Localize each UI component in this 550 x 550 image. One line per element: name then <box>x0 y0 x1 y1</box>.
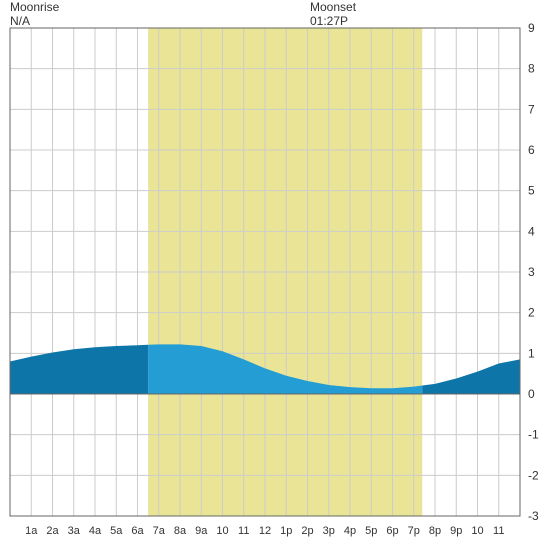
x-tick-label: 9p <box>450 525 462 537</box>
x-tick-label: 7p <box>408 525 420 537</box>
x-tick-label: 6a <box>131 525 144 537</box>
x-tick-label: 11 <box>493 525 504 537</box>
x-tick-label: 9a <box>195 525 208 537</box>
tide-chart: -3-2-101234567891a2a3a4a5a6a7a8a9a101112… <box>0 0 550 550</box>
moonset-header: Moonset 01:27P <box>310 0 356 29</box>
y-tick-label: 3 <box>528 265 535 279</box>
x-tick-label: 10 <box>216 525 228 537</box>
moonset-value: 01:27P <box>310 14 356 28</box>
y-tick-label: 7 <box>528 102 535 116</box>
moonrise-label: Moonrise <box>10 0 59 14</box>
y-tick-label: -2 <box>528 468 539 482</box>
x-tick-label: 8p <box>429 525 441 537</box>
moonset-label: Moonset <box>310 0 356 14</box>
x-tick-label: 7a <box>153 525 166 537</box>
x-tick-label: 12 <box>259 525 271 537</box>
x-tick-label: 5a <box>110 525 123 537</box>
x-tick-label: 6p <box>386 525 398 537</box>
x-tick-label: 10 <box>471 525 483 537</box>
x-tick-label: 2a <box>46 525 59 537</box>
x-tick-label: 4p <box>344 525 356 537</box>
y-tick-label: 0 <box>528 387 535 401</box>
y-tick-label: 8 <box>528 62 535 76</box>
y-tick-label: 6 <box>528 143 535 157</box>
x-tick-label: 3a <box>68 525 81 537</box>
x-tick-label: 1p <box>280 525 292 537</box>
moonrise-header: Moonrise N/A <box>10 0 59 29</box>
y-tick-label: 1 <box>528 346 535 360</box>
x-tick-label: 2p <box>301 525 313 537</box>
y-tick-label: -1 <box>528 428 539 442</box>
x-tick-label: 8a <box>174 525 187 537</box>
moonrise-value: N/A <box>10 14 59 28</box>
y-tick-label: 5 <box>528 184 535 198</box>
y-tick-label: 4 <box>528 224 535 238</box>
x-tick-label: 5p <box>365 525 377 537</box>
x-tick-label: 4a <box>89 525 102 537</box>
x-tick-label: 1a <box>25 525 38 537</box>
y-tick-label: 9 <box>528 21 535 35</box>
x-tick-label: 11 <box>238 525 249 537</box>
y-tick-label: -3 <box>528 509 539 523</box>
x-tick-label: 3p <box>323 525 335 537</box>
y-tick-label: 2 <box>528 306 535 320</box>
